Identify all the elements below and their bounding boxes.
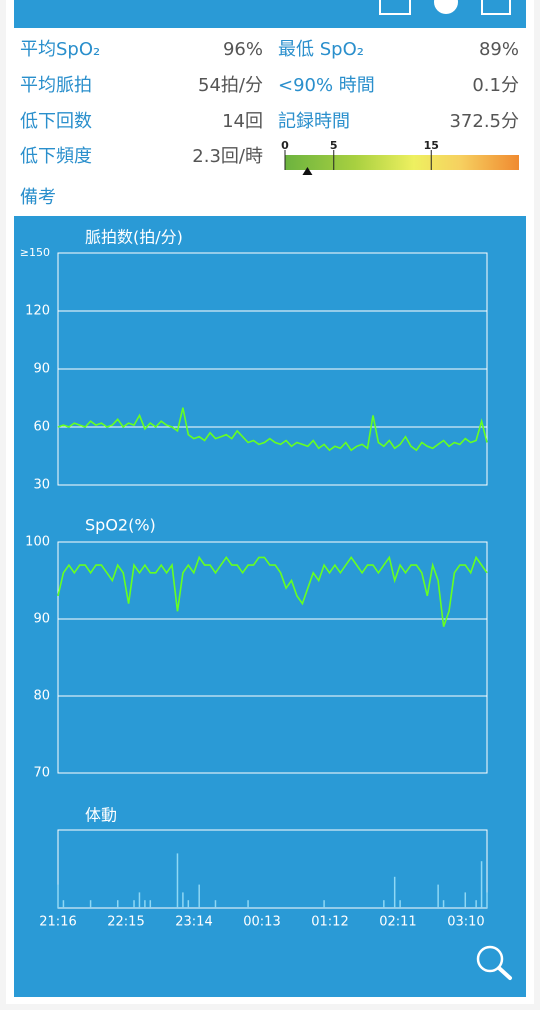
y-tick-label: 60 bbox=[33, 420, 50, 435]
note-label[interactable]: 備考 bbox=[20, 187, 56, 208]
stat-label: 低下頻度 bbox=[20, 146, 92, 167]
stat-label: 平均脈拍 bbox=[20, 75, 92, 96]
x-tick-label: 01:12 bbox=[311, 915, 348, 930]
gauge-tick-label: 15 bbox=[424, 139, 439, 152]
stat-value: 372.5分 bbox=[449, 111, 519, 132]
header-icon[interactable] bbox=[434, 0, 458, 14]
header-icon[interactable] bbox=[481, 0, 511, 15]
data-line bbox=[57, 555, 488, 627]
gauge-marker bbox=[302, 167, 313, 175]
y-tick-label: 70 bbox=[33, 766, 50, 781]
charts: 脈拍数(拍/分) 30 60 90 120 ≥150 SpO2(%) 70 80 90 100 体動 2… bbox=[20, 228, 488, 930]
y-tick-label: 100 bbox=[25, 535, 50, 550]
stat-value: 54拍/分 bbox=[198, 75, 263, 96]
x-tick-label: 21:16 bbox=[39, 915, 76, 930]
chart-title: SpO2(%) bbox=[85, 516, 156, 535]
y-tick-label: 30 bbox=[33, 478, 50, 493]
stat-label: 低下回数 bbox=[20, 111, 92, 132]
data-line bbox=[57, 407, 488, 452]
zoom-handle bbox=[497, 966, 512, 980]
stat-value: 96% bbox=[223, 39, 263, 60]
y-tick-label: 80 bbox=[33, 689, 50, 704]
stat-value: 2.3回/時 bbox=[192, 146, 263, 167]
stat-value: 89% bbox=[479, 39, 519, 60]
stat-label: 記録時間 bbox=[278, 111, 350, 132]
x-tick-label: 00:13 bbox=[243, 915, 280, 930]
stats: 平均SpO₂ 96% 最低 SpO₂ 89% 平均脈拍 54拍/分 <90% 時間 0.1分低… bbox=[20, 39, 519, 167]
x-tick-label: 22:15 bbox=[107, 915, 144, 930]
stat-value: 14回 bbox=[222, 111, 263, 132]
zoom-icon[interactable] bbox=[476, 945, 512, 980]
chart-title: 脈拍数(拍/分) bbox=[85, 228, 183, 247]
chart-title: 体動 bbox=[85, 806, 117, 825]
gauge-tick-label: 5 bbox=[330, 139, 338, 152]
gauge-tick-label: 0 bbox=[281, 139, 289, 152]
y-tick-label: 90 bbox=[33, 362, 50, 377]
x-tick-label: 23:14 bbox=[175, 915, 212, 930]
y-tick-label: ≥150 bbox=[20, 246, 50, 259]
stat-label: <90% 時間 bbox=[278, 75, 375, 96]
plot-frame bbox=[57, 829, 488, 909]
stat-label: 平均SpO₂ bbox=[20, 39, 100, 60]
stat-value: 0.1分 bbox=[472, 75, 519, 96]
header-icon[interactable] bbox=[379, 0, 411, 15]
x-tick-label: 02:11 bbox=[379, 915, 416, 930]
x-tick-label: 03:10 bbox=[447, 915, 484, 930]
y-tick-label: 90 bbox=[33, 612, 50, 627]
zoom-lens bbox=[476, 945, 504, 973]
gauge-bar bbox=[285, 155, 519, 170]
stat-label: 最低 SpO₂ bbox=[278, 39, 364, 60]
y-tick-label: 120 bbox=[25, 304, 50, 319]
gauge: 0 5 15 bbox=[281, 139, 519, 175]
